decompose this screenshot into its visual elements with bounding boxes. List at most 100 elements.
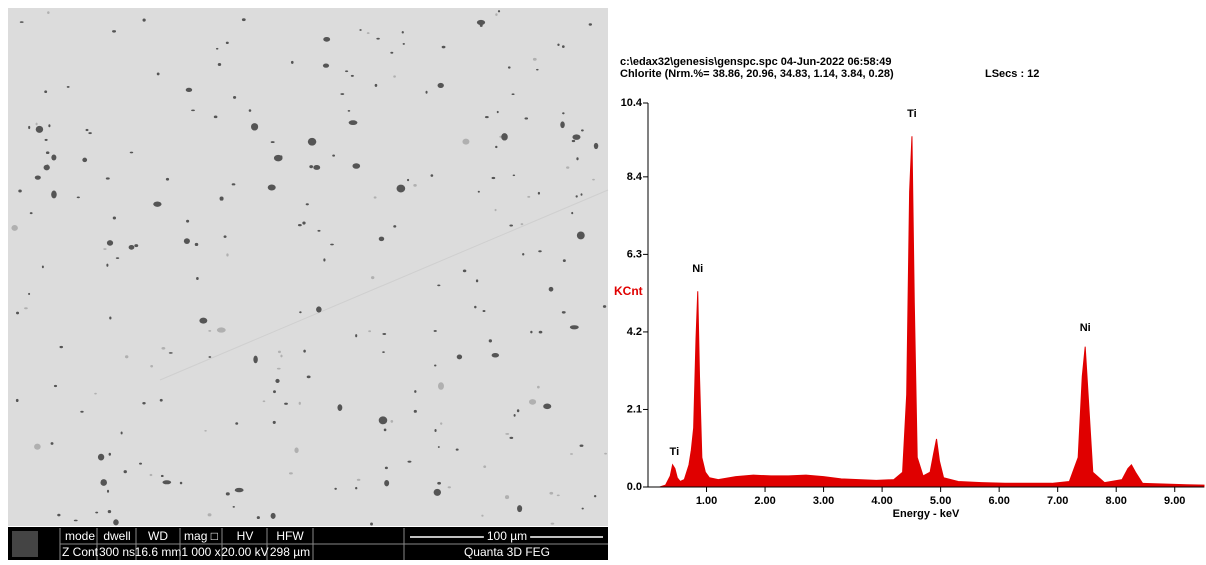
sem-particle bbox=[556, 494, 560, 497]
sem-particle bbox=[216, 327, 226, 333]
sem-particle bbox=[45, 151, 50, 154]
sem-particle bbox=[402, 43, 405, 45]
sem-particle bbox=[604, 452, 608, 455]
sem-particle bbox=[50, 442, 54, 445]
peak-label: Ti bbox=[907, 108, 917, 120]
y-axis-label: KCnt bbox=[614, 284, 643, 298]
y-tick-label: 6.3 bbox=[627, 248, 642, 260]
sem-particle bbox=[382, 333, 387, 336]
sem-particle bbox=[186, 219, 190, 223]
sem-particle bbox=[561, 311, 566, 314]
peak-label: Ti bbox=[670, 446, 680, 458]
sem-particle bbox=[106, 240, 114, 246]
sem-particle bbox=[517, 505, 523, 513]
sem-particle bbox=[294, 447, 299, 454]
sem-particle bbox=[355, 486, 358, 490]
sem-particle bbox=[524, 117, 529, 120]
sem-particle bbox=[593, 494, 597, 498]
sem-particle bbox=[109, 316, 112, 320]
sem-particle bbox=[18, 189, 22, 193]
sem-particle bbox=[115, 257, 120, 259]
sem-particle bbox=[204, 429, 207, 432]
sem-particle bbox=[390, 51, 394, 54]
sem-particle bbox=[322, 63, 330, 68]
sem-particle bbox=[511, 93, 515, 96]
sem-particle bbox=[352, 163, 361, 169]
sem-particle bbox=[548, 286, 554, 292]
sem-particle bbox=[149, 473, 153, 477]
sem-particle bbox=[51, 154, 57, 161]
spectrum-title: c:\edax32\genesis\genspc.spc 04-Jun-2022… bbox=[620, 56, 891, 68]
sem-particle bbox=[199, 317, 208, 324]
sem-particle bbox=[576, 231, 585, 240]
sem-particle bbox=[306, 375, 311, 379]
sem-particle bbox=[509, 224, 513, 227]
sem-particle bbox=[441, 45, 446, 49]
sem-particle bbox=[507, 66, 511, 69]
sem-particle bbox=[462, 138, 470, 145]
x-tick-label: 2.00 bbox=[754, 495, 775, 507]
sem-particle bbox=[88, 132, 92, 135]
sem-particle bbox=[124, 355, 129, 359]
sem-particle bbox=[95, 511, 99, 514]
sem-particle bbox=[566, 166, 570, 169]
sem-particle bbox=[183, 238, 190, 244]
sem-particle bbox=[495, 13, 498, 16]
sem-particle bbox=[382, 351, 385, 354]
sem-particle bbox=[538, 250, 542, 253]
sem-particle bbox=[332, 154, 335, 157]
sem-particle bbox=[225, 41, 229, 45]
sem-particle bbox=[406, 178, 410, 182]
x-tick-label: 7.00 bbox=[1047, 495, 1068, 507]
sem-particle bbox=[11, 225, 18, 231]
sem-particle bbox=[575, 195, 578, 198]
sem-particle bbox=[330, 243, 334, 246]
sem-particle bbox=[576, 157, 579, 161]
sem-particle bbox=[223, 235, 227, 238]
sem-particle bbox=[440, 422, 443, 425]
sem-particle bbox=[455, 448, 459, 451]
sem-particle bbox=[298, 401, 301, 405]
sem-particle bbox=[219, 196, 224, 201]
sem-particle bbox=[476, 19, 486, 25]
sem-particle bbox=[571, 139, 576, 143]
sem-particle bbox=[350, 74, 354, 77]
sem-particle bbox=[24, 307, 28, 310]
sem-particle bbox=[280, 354, 283, 358]
x-tick-label: 4.00 bbox=[871, 495, 892, 507]
sem-particle bbox=[307, 137, 317, 146]
sem-particle bbox=[393, 75, 396, 78]
sem-particle bbox=[569, 325, 579, 330]
sem-particle bbox=[241, 18, 246, 22]
sem-particle bbox=[179, 481, 183, 485]
sem-particle bbox=[100, 479, 107, 486]
sem-particle bbox=[561, 45, 565, 49]
sem-particle bbox=[288, 472, 293, 475]
sem-particle bbox=[28, 292, 31, 295]
y-tick-label: 2.1 bbox=[627, 403, 642, 415]
sem-scratch bbox=[159, 189, 609, 381]
sem-particle bbox=[374, 83, 378, 87]
peak-label: Ni bbox=[1080, 322, 1091, 334]
x-tick-label: 5.00 bbox=[930, 495, 951, 507]
sem-particle bbox=[215, 47, 219, 50]
sem-particle bbox=[425, 90, 428, 94]
sem-particle bbox=[401, 31, 404, 34]
sem-particle bbox=[522, 253, 525, 256]
sem-particle bbox=[527, 195, 531, 198]
info-value: Z Cont bbox=[62, 545, 99, 559]
sem-particle bbox=[208, 356, 212, 358]
sem-particle bbox=[59, 345, 64, 349]
sem-particle bbox=[165, 177, 170, 181]
sem-particle bbox=[53, 384, 58, 388]
sem-particle bbox=[562, 112, 565, 115]
scale-bar-label: 100 µm bbox=[487, 529, 527, 543]
sem-particle bbox=[505, 432, 510, 435]
sem-particle bbox=[161, 346, 166, 350]
sem-particle bbox=[368, 330, 372, 333]
sem-particle bbox=[483, 465, 487, 468]
sem-particle bbox=[191, 109, 195, 112]
sem-particle bbox=[588, 23, 592, 26]
sem-particle bbox=[106, 263, 109, 267]
sem-particle bbox=[196, 277, 199, 281]
